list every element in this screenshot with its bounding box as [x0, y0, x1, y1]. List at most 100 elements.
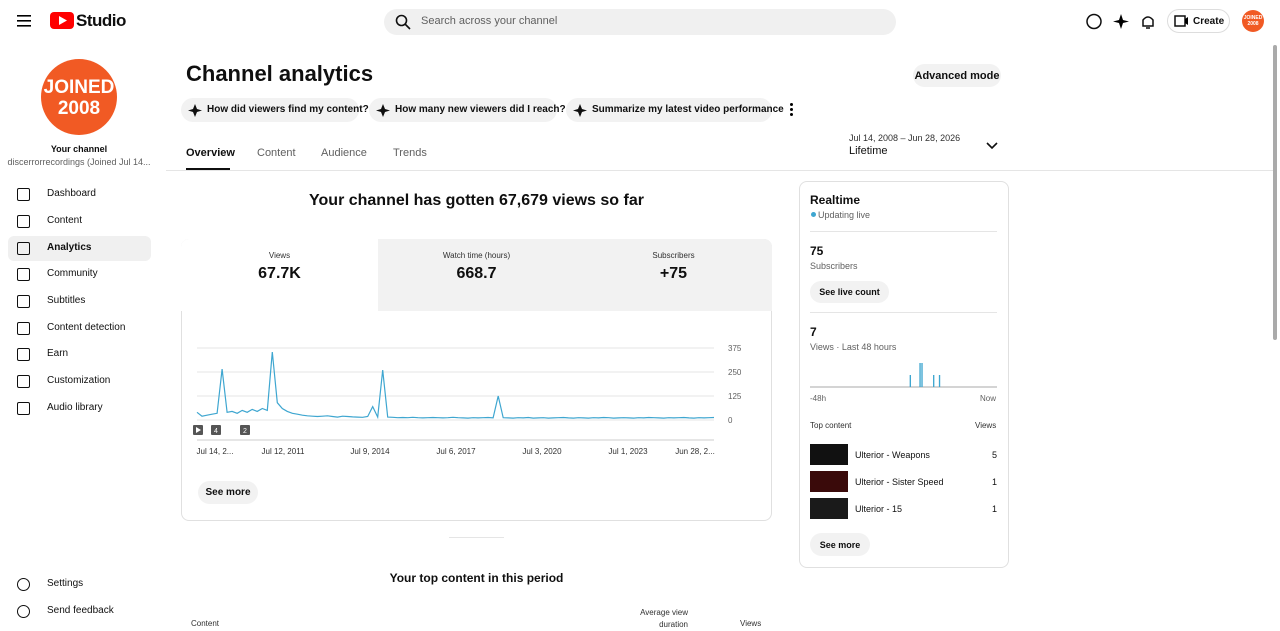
nav-item[interactable]: Community	[47, 268, 98, 279]
tab[interactable]: Trends	[393, 147, 427, 159]
nav-icon	[17, 322, 30, 335]
metric-label: Views	[268, 251, 291, 260]
more-button[interactable]	[789, 102, 794, 117]
date-range: Jul 14, 2008 – Jun 28, 2026	[849, 133, 961, 143]
video-title[interactable]: Ulterior - 15	[855, 504, 903, 514]
top-content-title: Your top content in this period	[389, 571, 564, 585]
logo-icon	[50, 12, 74, 29]
header-icons[interactable]	[1086, 13, 1158, 30]
subscriber-label: Subscribers	[810, 261, 858, 271]
nav-item[interactable]: Customization	[47, 375, 111, 386]
nav-item[interactable]: Earn	[47, 348, 69, 359]
create-button[interactable]	[1167, 9, 1230, 33]
metric-label: Watch time (hours)	[442, 251, 511, 260]
menu-button[interactable]	[17, 15, 31, 27]
page-title: Channel analytics	[186, 61, 374, 86]
prompt-chip[interactable]	[566, 98, 772, 122]
nav-item[interactable]: Send feedback	[47, 605, 114, 616]
video-views: 1	[991, 477, 997, 487]
nav-icon	[17, 402, 30, 415]
metric-tab[interactable]	[575, 239, 772, 311]
nav-icon	[17, 605, 30, 618]
metric-tab[interactable]	[378, 239, 575, 311]
video-views: 5	[991, 450, 997, 460]
video-views: 1	[991, 504, 997, 514]
video-title[interactable]: Ulterior - Weapons	[855, 450, 930, 460]
logo-text: Studio	[76, 11, 126, 30]
thumbnail[interactable]	[810, 498, 848, 519]
search-placeholder: Search across your channel	[421, 15, 558, 27]
divider	[810, 312, 997, 313]
prompt-label: Summarize my latest video performance	[592, 104, 784, 115]
period-dropdown[interactable]	[986, 142, 998, 150]
nav-icon	[17, 295, 30, 308]
search-box[interactable]	[384, 9, 896, 35]
summary: Your channel has gotten 67,679 views so …	[309, 192, 644, 209]
realtime-status: Updating live	[818, 210, 871, 220]
divider	[449, 537, 504, 538]
column-header: Content	[191, 619, 220, 628]
avatar-line: 2008	[57, 98, 101, 119]
nav-icon	[17, 242, 30, 255]
top-label: Top content	[810, 421, 852, 430]
realtime-card	[799, 181, 1009, 568]
prompt-chip[interactable]	[369, 98, 557, 122]
search-icon	[395, 14, 411, 30]
nav-icon	[17, 188, 30, 201]
nav-item[interactable]: Content	[47, 215, 83, 226]
header-bar	[0, 0, 1280, 43]
nav-item[interactable]: Settings	[47, 578, 84, 589]
top-views-label: Views	[975, 421, 997, 430]
prompt-label: How did viewers find my content?	[207, 104, 369, 115]
divider	[810, 231, 997, 232]
nav-icon	[17, 578, 30, 591]
nav-item[interactable]: Analytics	[47, 242, 92, 253]
nav-icon	[17, 268, 30, 281]
prompt-chip[interactable]	[181, 98, 359, 122]
nav-icon	[17, 215, 30, 228]
thumbnail[interactable]	[810, 444, 848, 465]
realtime-title: Realtime	[810, 193, 861, 207]
see-more-button[interactable]: See more	[198, 481, 258, 504]
live-count-button[interactable]: See live count	[810, 281, 889, 303]
tab[interactable]: Audience	[321, 147, 367, 159]
nav-item[interactable]: Dashboard	[47, 188, 96, 199]
channel-name: discerrorrecordings (Joined Jul 14...	[7, 157, 151, 167]
tab-underline	[186, 168, 230, 170]
thumbnail[interactable]	[810, 471, 848, 492]
live-dot	[811, 212, 816, 217]
nav-item[interactable]: Subtitles	[47, 295, 86, 306]
metric-label: Subscribers	[652, 251, 695, 260]
avatar-line: JOINED	[43, 77, 115, 98]
column-header: Average view duration	[640, 608, 688, 629]
nav-icon	[17, 348, 30, 361]
channel-label: Your channel	[50, 144, 108, 154]
nav-highlight	[8, 236, 151, 261]
views-label: Views · Last 48 hours	[810, 342, 897, 352]
metric-value: +75	[659, 265, 688, 282]
subscriber-count: 75	[810, 244, 824, 258]
column-header: Views	[740, 619, 762, 628]
advanced-button[interactable]: Advanced mode	[913, 64, 1001, 87]
header-avatar[interactable]: JOINED 2008	[1242, 10, 1264, 32]
tabs-divider	[166, 170, 1273, 171]
axis-label: -48h	[810, 394, 827, 403]
nav-icon	[17, 375, 30, 388]
prompt-label: How many new viewers did I reach?	[395, 104, 566, 115]
video-title[interactable]: Ulterior - Sister Speed	[855, 477, 944, 487]
metric-value: 67.7K	[258, 265, 301, 282]
create-label: Create	[1193, 16, 1225, 27]
metric-tab[interactable]	[181, 239, 378, 311]
tab[interactable]: Content	[257, 147, 296, 159]
axis-label: Now	[980, 394, 997, 403]
metric-value: 668.7	[456, 265, 497, 282]
nav-item[interactable]: Audio library	[47, 402, 103, 413]
nav-item[interactable]: Content detection	[47, 322, 126, 333]
channel-avatar[interactable]: JOINED 2008	[41, 59, 117, 135]
period[interactable]: Lifetime	[849, 145, 888, 157]
scrollbar	[1273, 45, 1277, 340]
realtime-see-more[interactable]: See more	[810, 533, 870, 556]
tab[interactable]: Overview	[186, 147, 235, 159]
views-count: 7	[810, 325, 817, 339]
